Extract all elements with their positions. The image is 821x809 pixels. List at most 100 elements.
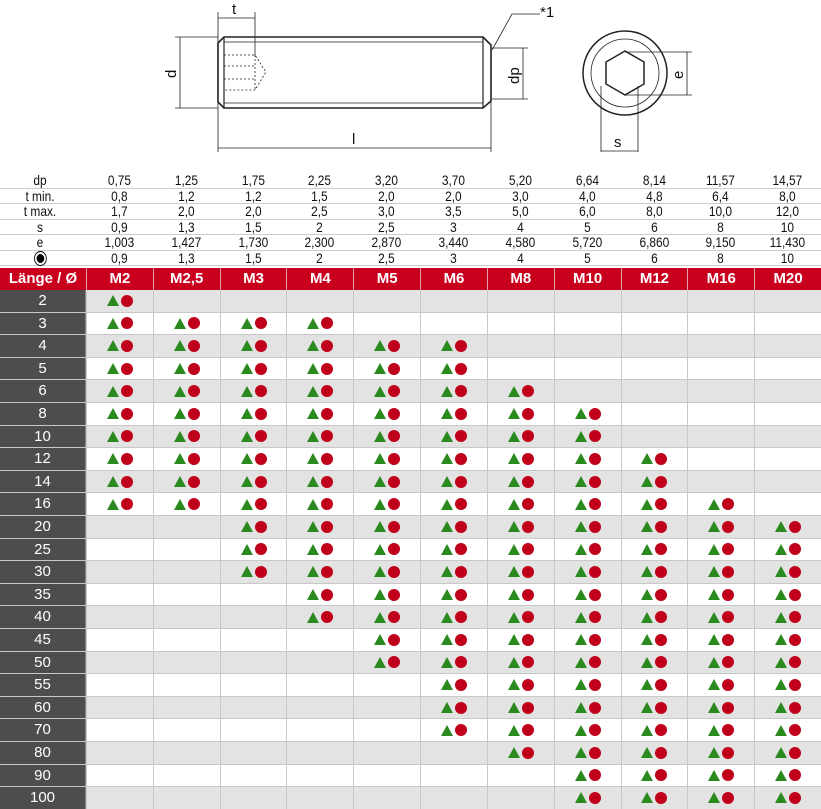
availability-cell	[219, 312, 287, 335]
availability-cell	[219, 448, 287, 470]
availability-cell	[754, 696, 821, 719]
green-triangle-icon	[240, 498, 253, 510]
red-circle-icon	[388, 339, 401, 352]
availability-cell	[687, 742, 754, 764]
availability-cell	[687, 290, 754, 312]
green-triangle-icon	[574, 702, 587, 714]
spec-value: 6	[650, 249, 658, 266]
availability-cell	[687, 470, 754, 493]
green-triangle-icon	[173, 317, 186, 329]
availability-cell	[620, 516, 688, 538]
green-triangle-icon	[374, 408, 387, 420]
green-triangle-icon	[641, 634, 654, 646]
green-triangle-icon	[775, 679, 788, 691]
red-circle-icon	[321, 588, 334, 601]
spec-value: 4,8	[645, 187, 663, 204]
green-triangle-icon	[574, 634, 587, 646]
spec-value: 12,0	[775, 203, 800, 219]
availability-cell	[687, 674, 754, 696]
red-circle-icon	[254, 362, 267, 375]
spec-value: 1,730	[238, 234, 268, 250]
green-triangle-icon	[240, 566, 253, 578]
availability-cell	[620, 629, 688, 651]
spec-value: 10	[780, 249, 795, 266]
availability-cell	[754, 742, 821, 764]
availability-cell	[420, 425, 487, 448]
availability-cell	[420, 516, 487, 538]
red-circle-icon	[321, 362, 334, 375]
red-circle-icon	[789, 724, 802, 737]
green-triangle-icon	[708, 566, 721, 578]
availability-cell	[553, 470, 621, 493]
spec-value: 8,0	[779, 187, 796, 204]
green-triangle-icon	[307, 430, 320, 442]
spec-row-label: s	[37, 218, 43, 235]
green-triangle-icon	[775, 702, 788, 714]
red-circle-icon	[187, 362, 200, 375]
red-circle-icon	[722, 611, 735, 624]
availability-cell	[420, 629, 487, 651]
availability-cell	[86, 561, 153, 583]
green-triangle-icon	[374, 430, 387, 442]
red-circle-icon	[254, 475, 267, 488]
red-circle-icon	[321, 543, 334, 556]
availability-cell	[420, 493, 487, 515]
label-dp: dp	[506, 67, 523, 84]
availability-cell	[286, 651, 353, 674]
table-row: 3	[0, 312, 821, 336]
green-triangle-icon	[440, 589, 453, 601]
green-triangle-icon	[507, 747, 520, 759]
spec-value: 8,14	[642, 172, 666, 188]
availability-cell	[420, 606, 487, 628]
spec-value: 11,57	[706, 172, 736, 188]
red-circle-icon	[588, 678, 601, 691]
red-circle-icon	[187, 385, 200, 398]
red-circle-icon	[454, 565, 467, 578]
availability-cell	[286, 674, 353, 696]
green-triangle-icon	[507, 679, 520, 691]
availability-cell	[86, 290, 153, 312]
green-triangle-icon	[574, 453, 587, 465]
availability-cell	[86, 583, 153, 606]
availability-cell	[754, 629, 821, 651]
red-circle-icon	[454, 701, 467, 714]
green-triangle-icon	[708, 543, 721, 555]
red-circle-icon	[722, 656, 735, 669]
availability-cell	[353, 583, 420, 606]
green-triangle-icon	[574, 724, 587, 736]
spec-value: 5,20	[508, 172, 532, 188]
availability-cell	[486, 516, 554, 538]
availability-cell	[86, 448, 153, 470]
availability-cell	[219, 380, 287, 402]
availability-cell	[420, 290, 487, 312]
availability-cell	[620, 335, 688, 357]
availability-cell	[553, 651, 621, 674]
red-circle-icon	[321, 430, 334, 443]
availability-cell	[286, 425, 353, 448]
availability-cell	[152, 742, 220, 764]
row-length-label: 35	[0, 583, 86, 606]
availability-cell	[86, 696, 153, 719]
table-row: 70	[0, 719, 821, 742]
red-circle-icon	[521, 475, 534, 488]
red-circle-icon	[388, 520, 401, 533]
red-circle-icon	[388, 633, 401, 646]
green-triangle-icon	[374, 363, 387, 375]
spec-value: 3	[450, 249, 457, 266]
availability-cell	[553, 335, 621, 357]
availability-cell	[353, 538, 420, 561]
availability-cell	[486, 606, 554, 628]
green-triangle-icon	[307, 476, 320, 488]
table-row: 35	[0, 583, 821, 607]
red-circle-icon	[789, 543, 802, 556]
red-circle-icon	[722, 769, 735, 782]
availability-cell	[286, 719, 353, 741]
availability-cell	[219, 696, 287, 719]
spec-value: 1,25	[174, 172, 198, 188]
availability-cell	[486, 764, 554, 787]
green-triangle-icon	[440, 724, 453, 736]
spec-value: 1,5	[311, 187, 329, 204]
spec-value: 6	[650, 218, 658, 235]
header-length-diameter: Länge / Ø	[8, 270, 78, 287]
green-triangle-icon	[775, 566, 788, 578]
